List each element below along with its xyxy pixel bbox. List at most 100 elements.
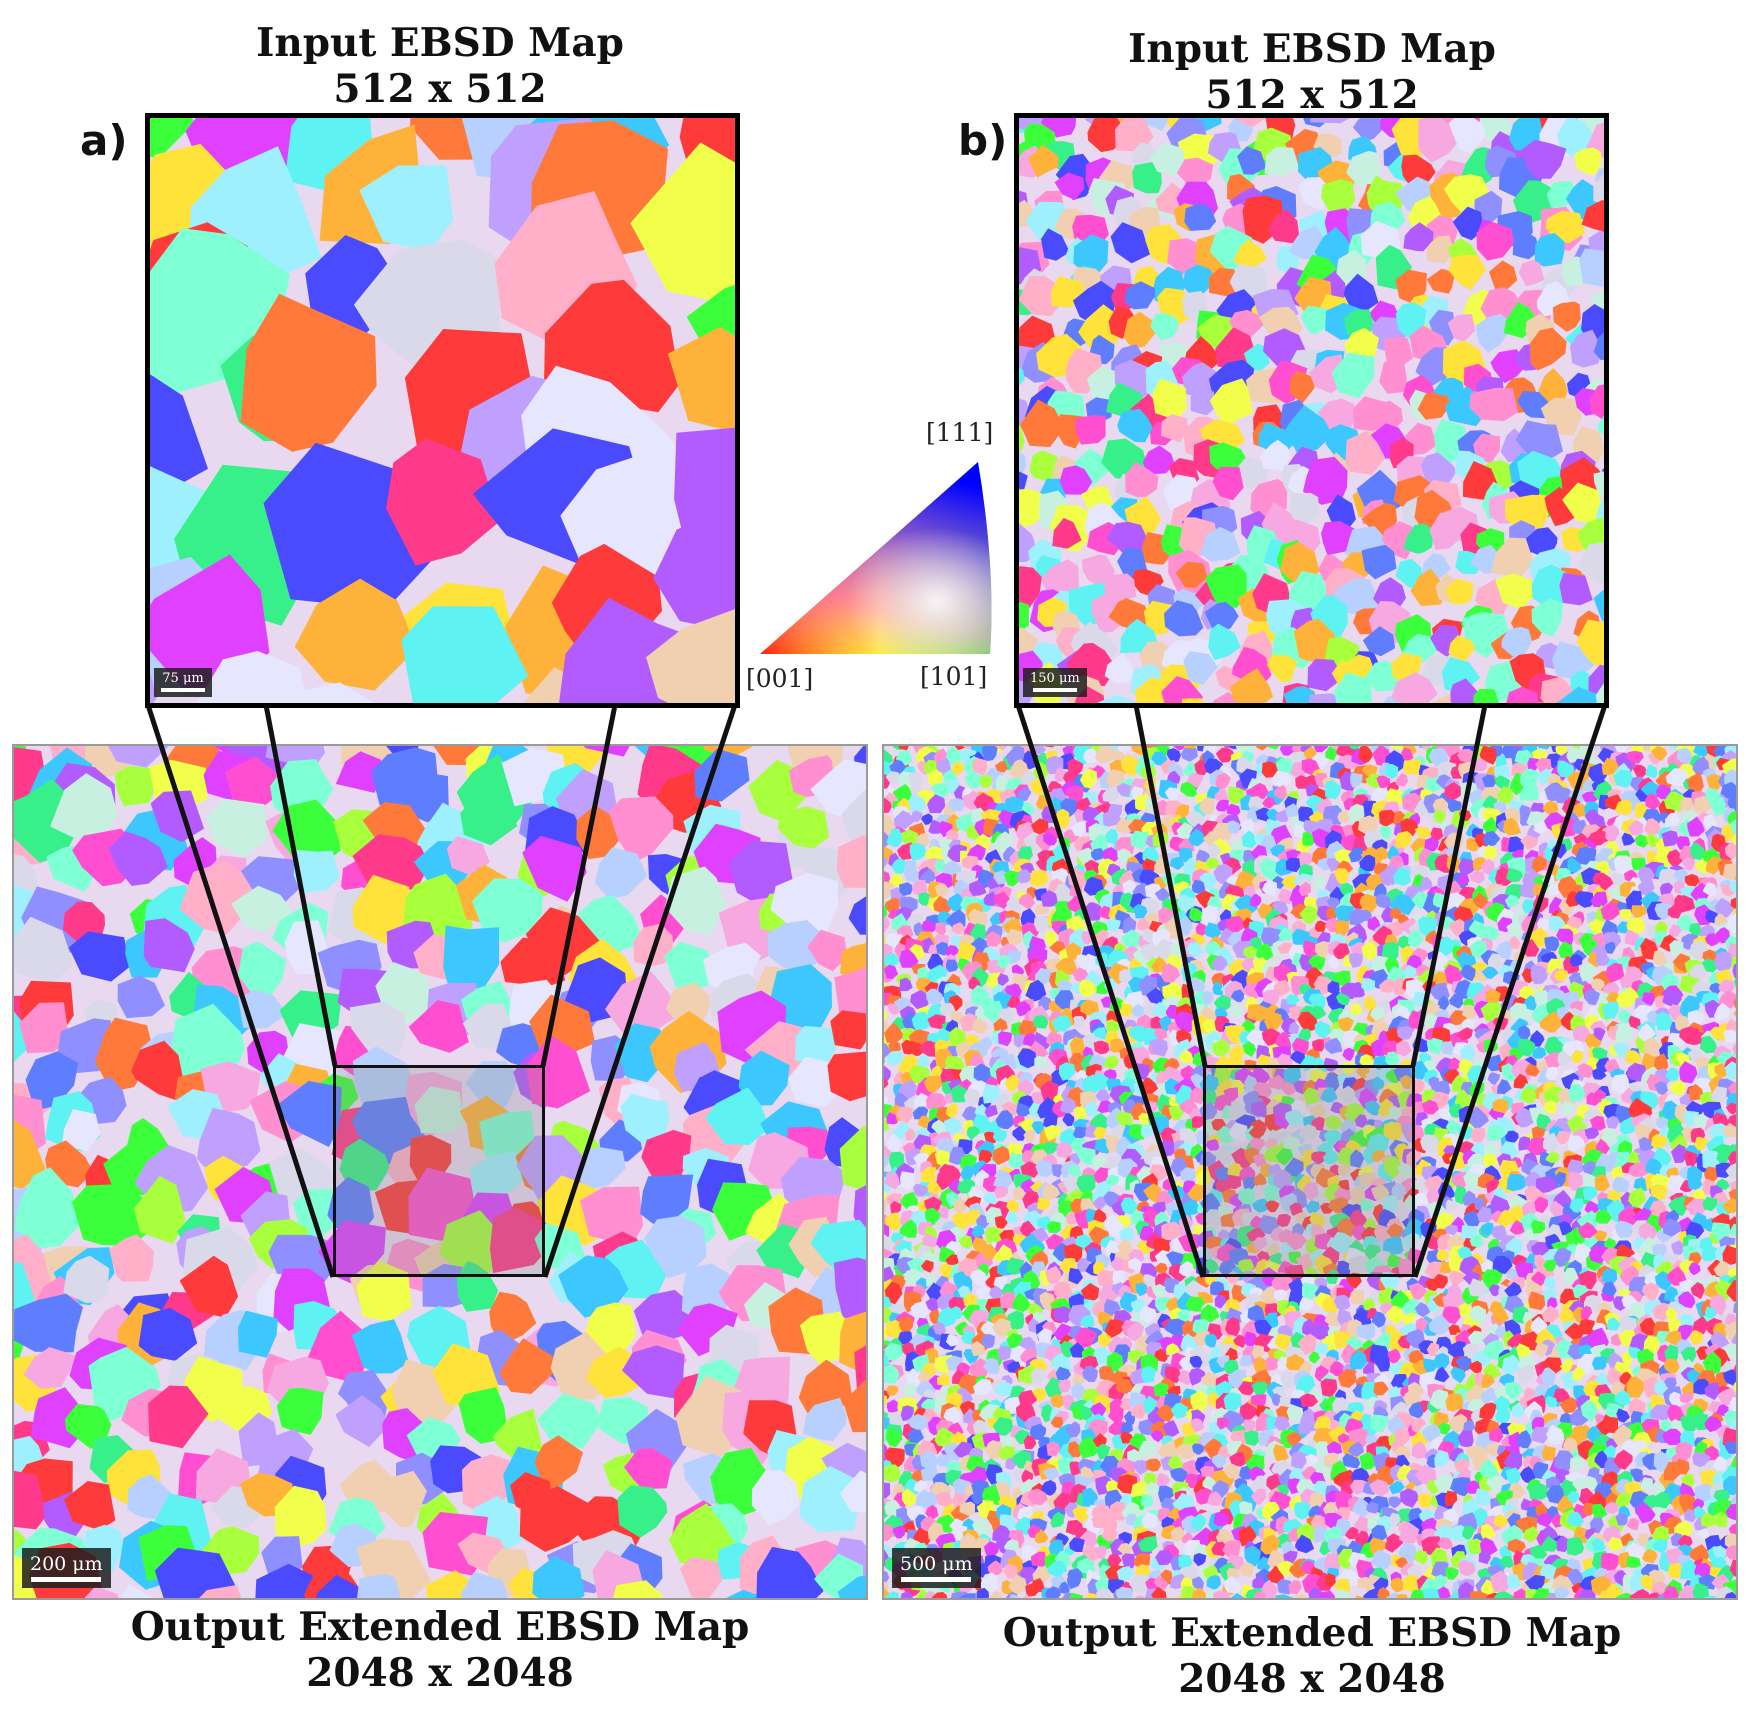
panel-b-output-grain — [1685, 1198, 1707, 1217]
panel-b-output-grain — [1239, 1465, 1253, 1480]
panel-b-output-grain — [1546, 1424, 1565, 1445]
panel-b-output-grain — [1713, 1489, 1730, 1504]
panel-b-output-grain — [1379, 979, 1397, 993]
panel-b-output-grain — [1325, 746, 1337, 761]
panel-b-output-grain — [906, 1413, 930, 1432]
panel-b-output-grain — [1273, 1416, 1291, 1431]
panel-b-output-grain — [1204, 1258, 1220, 1274]
panel-b-output-grain — [960, 1164, 974, 1183]
panel-b-output-grain — [1206, 857, 1220, 869]
panel-b-output-grain — [1298, 1028, 1311, 1043]
panel-b-output-grain — [1274, 964, 1291, 983]
panel-b-output-grain — [985, 1226, 1002, 1248]
panel-b-output-grain — [909, 842, 927, 861]
panel-b-output-grain — [1300, 1393, 1319, 1407]
panel-b-output-grain — [1601, 1414, 1619, 1434]
panel-b-output-grain — [1572, 1477, 1588, 1490]
panel-b-output-grain — [1388, 1481, 1405, 1495]
panel-b-output-grain — [994, 1185, 1009, 1199]
panel-a-output-grain — [339, 1138, 390, 1191]
panel-b-output-grain — [1006, 1332, 1023, 1348]
panel-b-output-grain — [900, 1405, 914, 1421]
panel-b-output-grain — [1705, 1306, 1717, 1319]
panel-b-output-grain — [1078, 1436, 1099, 1459]
panel-b-output-grain — [1273, 1289, 1286, 1301]
panel-b-output-grain — [1363, 1361, 1375, 1376]
panel-b-output-grain — [1457, 1430, 1474, 1449]
panel-b-output-grain — [1132, 1460, 1150, 1475]
panel-b-output-grain — [1264, 1183, 1284, 1201]
panel-b-output-grain — [1641, 992, 1655, 1006]
panel-a-output-grain — [839, 1125, 866, 1192]
panel-b-output-grain — [1242, 945, 1257, 960]
panel-b-output-grain — [1050, 1394, 1065, 1408]
panel-a-output-grain — [307, 1310, 370, 1384]
panel-b-output-grain — [1699, 1036, 1718, 1054]
panel-b-output-grain — [1205, 1139, 1220, 1151]
panel-b-output-grain — [1726, 1280, 1736, 1302]
panel-b-output-grain — [903, 867, 920, 884]
panel-b-output-grain — [1713, 951, 1733, 972]
panel-b-output-grain — [1333, 905, 1355, 925]
panel-b-output-grain — [975, 1284, 994, 1301]
panel-b-output-grain — [898, 746, 909, 751]
panel-b-output-grain — [1666, 849, 1683, 867]
panel-a-output-grain — [443, 925, 500, 994]
panel-b-output-grain — [958, 1234, 973, 1249]
panel-b-output-grain — [1359, 893, 1379, 914]
panel-b-output-grain — [1204, 1209, 1223, 1228]
panel-b-output-grain — [1379, 809, 1397, 828]
panel-b-output-grain — [935, 941, 949, 956]
panel-b-output-grain — [1517, 1430, 1532, 1449]
panel-b-output-grain — [887, 1003, 900, 1015]
panel-b-output-grain — [981, 1484, 1001, 1505]
panel-b-output-grain — [896, 1256, 914, 1274]
panel-b-output-grain — [1702, 1196, 1718, 1212]
panel-b-output-grain — [1650, 1404, 1670, 1422]
panel-b-output-grain — [899, 1219, 918, 1238]
panel-a-output-grain — [830, 1010, 866, 1050]
panel-b-output-grain — [1315, 920, 1327, 932]
panel-b-output-grain — [1309, 1351, 1321, 1364]
panel-b-output-grain — [1638, 1136, 1655, 1152]
panel-b-output-grain — [1397, 935, 1411, 949]
panel-b-output-grain — [884, 1190, 888, 1201]
panel-b-output-grain — [884, 1043, 891, 1058]
panel-b-output-grain — [1233, 1334, 1247, 1348]
panel-b-output-grain — [1350, 1003, 1363, 1016]
panel-b-output-grain — [970, 1491, 985, 1505]
panel-b-output-grain — [910, 1301, 929, 1322]
panel-b-output-grain — [1298, 1361, 1312, 1375]
panel-b-output-grain — [1242, 1041, 1257, 1057]
panel-b-output-grain — [960, 1329, 976, 1345]
panel-b-output-grain — [1645, 764, 1658, 778]
panel-b-output-grain — [1732, 833, 1736, 845]
panel-b-output-grain — [1669, 1080, 1687, 1097]
panel-b-output-grain — [937, 1205, 949, 1220]
panel-b-output-grain — [1120, 1421, 1133, 1434]
panel-b-output-grain — [886, 828, 904, 847]
panel-b-output-grain — [884, 1172, 900, 1190]
panel-b-output-grain — [1690, 1282, 1705, 1300]
panel-b-output-grain — [1469, 1305, 1487, 1324]
panel-a-output-grain — [154, 1547, 236, 1598]
panel-b-output-grain — [1305, 1200, 1320, 1213]
panel-b-output-grain — [1486, 1442, 1500, 1457]
panel-b-output-grain — [1116, 1378, 1133, 1394]
panel-b-output-grain — [1311, 1151, 1327, 1165]
panel-b-output-grain — [944, 1117, 962, 1135]
panel-b-output-grain — [1626, 1062, 1647, 1082]
panel-b-output-grain — [918, 892, 930, 906]
panel-a-output-grain — [439, 1210, 507, 1273]
panel-a-output-grain — [14, 1262, 35, 1315]
panel-b-output-grain — [1383, 1156, 1403, 1179]
panel-b-output-grain — [1612, 1042, 1630, 1058]
panel-b-output-grain — [992, 1416, 1014, 1436]
panel-b-output-grain — [888, 1151, 905, 1171]
panel-b-output-grain — [1243, 1419, 1256, 1432]
panel-a-output-grain — [848, 896, 866, 935]
panel-b-output-grain — [1710, 799, 1726, 816]
panel-a-output-grain — [770, 872, 839, 942]
panel-b-output-grain — [1604, 1501, 1619, 1514]
panel-a-output-grain — [255, 1563, 317, 1598]
